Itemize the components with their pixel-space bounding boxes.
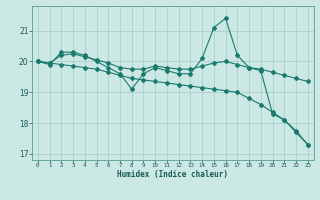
X-axis label: Humidex (Indice chaleur): Humidex (Indice chaleur): [117, 170, 228, 179]
